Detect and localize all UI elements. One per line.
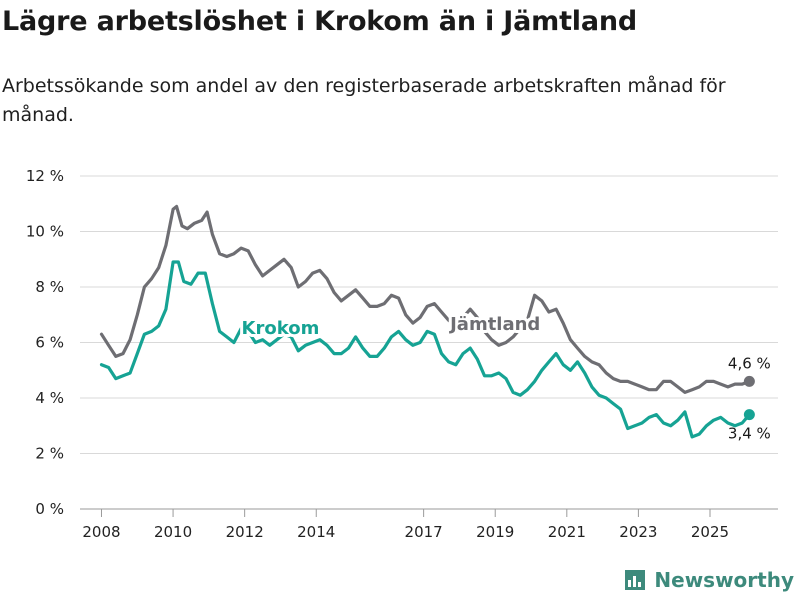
end-dot-krokom [743, 409, 755, 421]
x-tick-label: 2019 [476, 523, 514, 541]
y-tick-label: 6 % [35, 334, 64, 352]
y-tick-label: 0 % [35, 500, 64, 518]
chart-subtitle: Arbetssökande som andel av den registerb… [2, 75, 726, 126]
x-tick-label: 2023 [619, 523, 657, 541]
bar-chart-icon [625, 570, 646, 590]
chart-title: Lägre arbetslöshet i Krokom än i Jämtlan… [2, 6, 638, 37]
y-tick-label: 10 % [26, 223, 64, 241]
series-line-krokom [99, 260, 751, 439]
series-label-halo: Jämtland [448, 314, 540, 335]
y-axis: 0 % 2 % 4 % 6 % 8 % 10 % 12 % [26, 167, 64, 518]
y-tick-label: 4 % [35, 389, 64, 407]
y-tick-label: 2 % [35, 445, 64, 463]
series-label-halo: Krokom [242, 318, 320, 339]
end-dot-jamtland [743, 375, 755, 387]
series-lines [99, 204, 755, 439]
series-label: Jämtland [448, 314, 540, 335]
brand-name: Newsworthy [654, 568, 794, 592]
x-tick-label: 2010 [154, 523, 192, 541]
end-value-label: 3,4 % [728, 425, 771, 443]
series-line-jamtland [99, 204, 751, 394]
x-tick-label: 2012 [226, 523, 264, 541]
end-value-label: 4,6 % [728, 354, 771, 372]
gridlines [80, 175, 778, 510]
brand-logo: Newsworthy [622, 566, 794, 594]
x-tick-label: 2008 [82, 523, 120, 541]
y-tick-label: 8 % [35, 278, 64, 296]
x-tick-label: 2017 [405, 523, 443, 541]
x-axis: 2008 2010 2012 2014 2017 2019 2021 2023 2025 [82, 509, 729, 541]
series-label: Krokom [242, 318, 320, 339]
y-tick-label: 12 % [26, 167, 64, 185]
x-tick-label: 2021 [548, 523, 586, 541]
x-tick-label: 2014 [297, 523, 335, 541]
x-tick-label: 2025 [691, 523, 729, 541]
